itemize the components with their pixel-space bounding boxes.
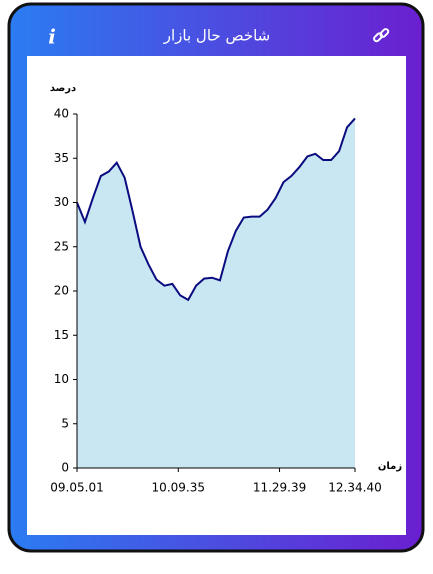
title: شاخص حال بازار bbox=[163, 27, 270, 45]
y-tick-label: 40 bbox=[54, 107, 69, 121]
x-tick-label: 12.34.40 bbox=[328, 481, 381, 495]
y-tick-label: 25 bbox=[54, 239, 69, 253]
area-fill bbox=[77, 118, 355, 469]
x-tick-label: 09.05.01 bbox=[50, 481, 103, 495]
link-icon[interactable] bbox=[373, 28, 390, 43]
y-tick-label: 30 bbox=[54, 195, 69, 209]
y-tick-label: 0 bbox=[61, 461, 69, 475]
y-tick-label: 20 bbox=[54, 284, 69, 298]
x-tick-label: 10.09.35 bbox=[152, 481, 205, 495]
y-axis-label: درصد bbox=[50, 83, 76, 94]
line bbox=[76, 117, 356, 302]
x-axis-label: زمان bbox=[378, 461, 402, 472]
y-tick-label: 5 bbox=[61, 416, 69, 430]
y-tick-label: 10 bbox=[54, 372, 69, 386]
y-tick-label: 35 bbox=[54, 151, 69, 165]
x-tick-label: 11.29.39 bbox=[253, 481, 306, 495]
info-icon[interactable]: i bbox=[48, 25, 56, 49]
y-tick-label: 15 bbox=[54, 328, 69, 342]
chart: LiveTSE.ir051015202530354009.05.0110.09.… bbox=[50, 83, 403, 495]
